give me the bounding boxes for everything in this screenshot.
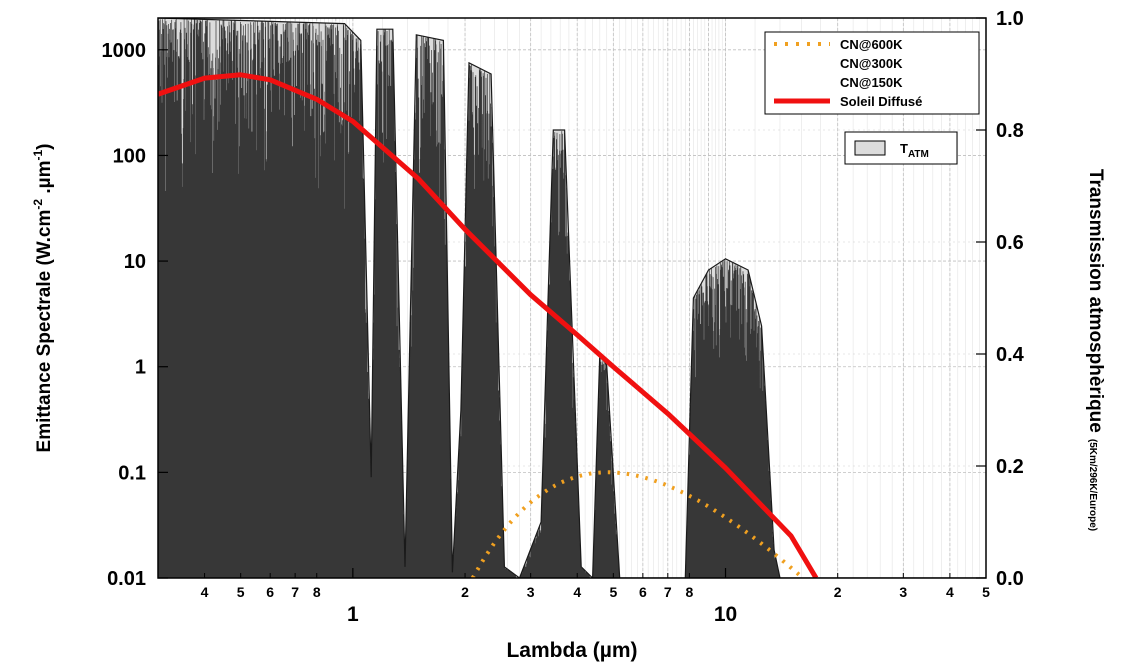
x-minor-tick-label: 7 bbox=[664, 584, 672, 600]
y-left-axis-title-main: Emittance Spectrale (W.cm bbox=[34, 210, 55, 453]
x-minor-tick-label: 5 bbox=[982, 584, 990, 600]
y-right-tick-label: 1.0 bbox=[996, 8, 1024, 30]
y-left-axis-title-sup2: -1 bbox=[31, 150, 45, 161]
y-left-tick-label: 0.1 bbox=[118, 462, 146, 484]
legend-label-soleil-diffuse: Soleil Diffusé bbox=[840, 94, 922, 109]
y-right-tick-label: 0.4 bbox=[996, 344, 1025, 366]
x-minor-tick-label: 3 bbox=[899, 584, 907, 600]
legend-box bbox=[764, 31, 980, 115]
series-line-cn-600k bbox=[470, 470, 805, 578]
x-minor-tick-label: 5 bbox=[237, 584, 245, 600]
x-minor-tick-label: 3 bbox=[527, 584, 535, 600]
y-left-tick-label: 10 bbox=[124, 251, 146, 273]
x-major-tick-label: 10 bbox=[714, 603, 737, 626]
x-minor-tick-label: 8 bbox=[686, 584, 694, 600]
y-right-tick-label: 0.0 bbox=[996, 568, 1024, 590]
y-left-tick-label: 1 bbox=[135, 357, 146, 379]
x-minor-tick-label: 4 bbox=[573, 584, 581, 600]
legend-label-tatm-main: T bbox=[900, 141, 908, 156]
transmission-outline bbox=[158, 18, 986, 578]
x-minor-tick-label: 2 bbox=[834, 584, 842, 600]
y-right-axis-title-note: (5Km/296K/Europe) bbox=[1087, 439, 1098, 531]
x-minor-tick-label: 7 bbox=[291, 584, 299, 600]
y-left-axis-title: Emittance Spectrale (W.cm-2 .µm-1) bbox=[31, 144, 55, 453]
legend: CN@600K CN@300K CN@150K Soleil Diffusé T… bbox=[764, 31, 980, 165]
series-line-soleil-diffus- bbox=[158, 72, 819, 578]
y-right-axis-title-main: Transmission atmosphèrique bbox=[1085, 169, 1106, 433]
y-right-tick-label: 0.2 bbox=[996, 456, 1024, 478]
x-minor-tick-label: 6 bbox=[266, 584, 274, 600]
x-minor-tick-label: 4 bbox=[201, 584, 209, 600]
y-left-tick-label: 0.01 bbox=[107, 568, 146, 590]
x-major-tick-label: 1 bbox=[347, 603, 359, 626]
y-left-tick-label: 100 bbox=[113, 145, 146, 167]
x-axis-title: Lambda (µm) bbox=[506, 639, 637, 662]
x-minor-tick-label: 5 bbox=[609, 584, 617, 600]
legend-label-tatm: TATM bbox=[900, 141, 929, 160]
legend-label-cn600k: CN@600K bbox=[840, 37, 903, 52]
x-minor-tick-label: 8 bbox=[313, 584, 321, 600]
y-left-tick-label: 1000 bbox=[102, 40, 147, 62]
transmission-spectral-lines bbox=[158, 18, 780, 578]
y-left-axis-title-end: ) bbox=[34, 144, 55, 150]
legend-label-cn150k: CN@150K bbox=[840, 75, 903, 90]
y-right-tick-label: 0.8 bbox=[996, 120, 1024, 142]
legend-label-tatm-sub: ATM bbox=[908, 149, 929, 160]
x-minor-tick-label: 4 bbox=[946, 584, 954, 600]
plot-frame bbox=[157, 17, 987, 579]
axis-ticks: 1 104 5 6 7 8 2 3 4 5 6 7 8 2 3 4 50.010.111010010000.00… bbox=[102, 8, 1025, 626]
y-right-axis-title: Transmission atmosphèrique (5Km/296K/Euro… bbox=[1085, 169, 1106, 531]
y-left-axis-title-sup1: -2 bbox=[31, 199, 45, 210]
legend-label-cn300k: CN@300K bbox=[840, 56, 903, 71]
y-right-tick-label: 0.6 bbox=[996, 232, 1024, 254]
x-minor-tick-label: 2 bbox=[461, 584, 469, 600]
legend-swatch-tatm bbox=[854, 140, 886, 156]
emittance-series bbox=[158, 72, 819, 578]
y-left-axis-title-mid: .µm bbox=[34, 161, 55, 199]
x-minor-tick-label: 6 bbox=[639, 584, 647, 600]
